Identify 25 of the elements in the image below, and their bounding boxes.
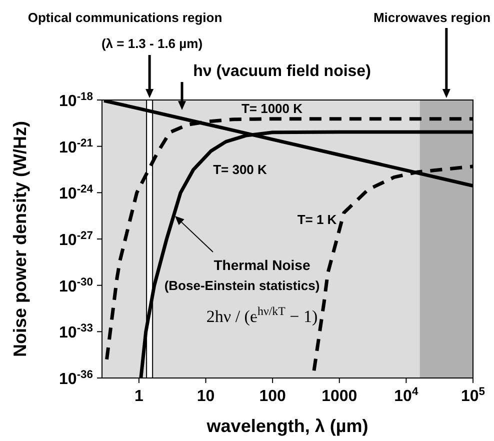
- y-tick-label: 10$^{-36}$: [59, 369, 93, 388]
- y-tick-label: 10$^{-27}$: [59, 230, 93, 249]
- series-label: T= 1 K: [297, 212, 338, 227]
- text: (λ = 1.3 - 1.6 µm): [101, 36, 203, 51]
- text: Microwaves region: [373, 10, 491, 25]
- x-tick-label: 100: [259, 388, 286, 405]
- text: Optical communications region: [28, 10, 222, 25]
- annotation: Thermal Noise: [214, 257, 310, 273]
- y-tick-label: 10$^{-24}$: [59, 184, 94, 203]
- y-tick-label: 10$^{-30}$: [59, 276, 93, 296]
- y-axis-title: Noise power density (W/Hz): [10, 120, 30, 358]
- series-label: T= 1000 K: [241, 101, 304, 116]
- x-tick-label: 1000: [322, 388, 358, 405]
- annotation: 2hν / (e$^{hν/kT}$ − 1): [206, 304, 318, 326]
- y-tick-label: 10$^{-21}$: [59, 137, 93, 156]
- y-tick-label: 10$^{-18}$: [59, 91, 93, 110]
- x-tick-label: 10: [196, 388, 215, 405]
- x-axis-title: wavelength, λ (µm): [206, 416, 368, 436]
- x-tick-label: 10$^{4}$: [394, 386, 419, 405]
- x-tick-label: 1: [134, 388, 144, 405]
- text: hν (vacuum field noise): [193, 63, 371, 80]
- y-tick-label: 10$^{-33}$: [59, 322, 93, 342]
- annotation: (Bose-Einstein statistics): [164, 278, 320, 293]
- x-tick-label: 10$^{5}$: [460, 386, 486, 405]
- series-label: T= 300 K: [213, 162, 268, 177]
